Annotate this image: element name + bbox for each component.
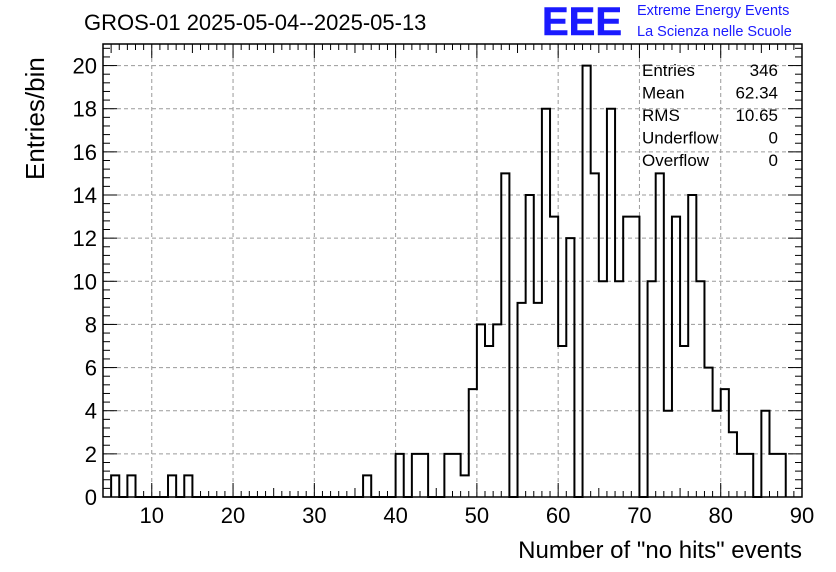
y-tick-label: 20 [73, 54, 97, 79]
histogram-bin [745, 454, 753, 497]
y-tick-label: 4 [85, 399, 97, 424]
histogram-bin [672, 217, 680, 497]
histogram-bin [721, 389, 729, 497]
eee-logo: EEE [542, 2, 622, 40]
y-tick-label: 8 [85, 312, 97, 337]
y-tick-label: 6 [85, 356, 97, 381]
histogram-bin [550, 217, 558, 497]
stats-label: Underflow [642, 129, 719, 148]
histogram-bin [469, 389, 477, 497]
y-tick-label: 2 [85, 442, 97, 467]
histogram-bin [591, 173, 599, 497]
histogram-bin [729, 432, 737, 497]
y-tick-label: 14 [73, 183, 97, 208]
y-tick-label: 10 [73, 269, 97, 294]
chart-title: GROS-01 2025-05-04--2025-05-13 [84, 10, 427, 35]
y-tick-label: 12 [73, 226, 97, 251]
histogram-bin [607, 109, 615, 497]
histogram-bin [680, 346, 688, 497]
x-tick-label: 10 [140, 503, 164, 528]
histogram-bin [558, 346, 566, 497]
histogram-bin [453, 454, 461, 497]
histogram-bin [615, 281, 623, 497]
stats-value: 62.34 [735, 84, 778, 103]
x-tick-label: 40 [383, 503, 407, 528]
stats-label: RMS [642, 106, 680, 125]
histogram-bin [648, 281, 656, 497]
x-tick-label: 30 [302, 503, 326, 528]
histogram-bin [696, 281, 704, 497]
histogram-bin [501, 173, 509, 497]
histogram-bin [461, 475, 469, 497]
tick-labels: 10 20 30 40 50 60 70 80 90 0 2 4 6 8 10 12 14 16 18 20 [73, 54, 815, 528]
histogram-bin [599, 281, 607, 497]
histogram-bin [769, 454, 777, 497]
histogram-bin [184, 475, 192, 497]
logo-line2: La Scienza nelle Scuole [637, 24, 792, 40]
stats-box: Entries 346 Mean 62.34 RMS 10.65 Underflow 0 Ove… [642, 61, 778, 170]
x-tick-label: 60 [546, 503, 570, 528]
stats-value: 0 [769, 129, 778, 148]
histogram-bin [518, 303, 526, 497]
logo-line1: Extreme Energy Events [637, 3, 790, 19]
histogram-bin [111, 475, 119, 497]
stats-value: 10.65 [735, 106, 778, 125]
histogram-bin [168, 475, 176, 497]
histogram-bin [656, 173, 664, 497]
histogram-bin [363, 475, 371, 497]
histogram-bin [412, 454, 420, 497]
stats-label: Overflow [642, 151, 710, 170]
x-tick-label: 20 [221, 503, 245, 528]
stats-value: 346 [750, 61, 778, 80]
y-tick-label: 0 [85, 485, 97, 510]
histogram-bin [542, 109, 550, 497]
x-tick-label: 70 [627, 503, 651, 528]
histogram-bin [631, 217, 639, 497]
eee-logo-text: EEE [542, 2, 622, 40]
x-tick-label: 90 [790, 503, 814, 528]
y-tick-label: 18 [73, 97, 97, 122]
histogram-bin [526, 195, 534, 497]
x-axis-label: Number of "no hits" events [518, 537, 802, 564]
stats-value: 0 [769, 151, 778, 170]
stats-label: Mean [642, 84, 685, 103]
histogram-bin [778, 454, 786, 497]
histogram-bin [704, 368, 712, 497]
histogram-bin [444, 454, 452, 497]
x-tick-label: 50 [465, 503, 489, 528]
stats-label: Entries [642, 61, 695, 80]
histogram-bin [396, 454, 404, 497]
histogram-bin [623, 217, 631, 497]
y-tick-label: 16 [73, 140, 97, 165]
histogram-bin [737, 454, 745, 497]
histogram-bin [688, 195, 696, 497]
histogram-bin [127, 475, 135, 497]
histogram-bin [485, 346, 493, 497]
histogram-bin [534, 303, 542, 497]
histogram-bin [420, 454, 428, 497]
axes [102, 43, 803, 498]
x-tick-label: 80 [708, 503, 732, 528]
